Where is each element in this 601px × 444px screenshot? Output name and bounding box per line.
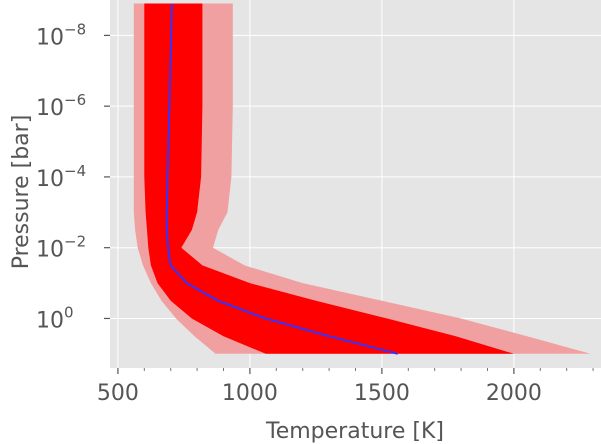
y-tick-label: 10−8 — [36, 20, 86, 50]
data-series — [133, 3, 591, 355]
median-line — [165, 3, 398, 355]
y-tick-label: 10−6 — [36, 91, 86, 121]
x-tick-label: 500 — [97, 381, 139, 406]
x-tick-label: 2000 — [486, 381, 542, 406]
inner-band — [144, 3, 514, 354]
y-axis-ticks: 10−8 10−6 10−4 10−2 100 — [36, 20, 110, 333]
y-tick-label: 10−4 — [36, 162, 86, 192]
x-tick-label: 1500 — [354, 381, 410, 406]
y-tick-label: 100 — [36, 303, 74, 333]
x-tick-label: 1000 — [222, 381, 278, 406]
y-tick-label: 10−2 — [36, 233, 86, 263]
x-axis-ticks: 500 1000 1500 2000 — [97, 368, 594, 406]
y-axis-label: Pressure [bar] — [9, 115, 34, 270]
x-axis-label: Temperature [K] — [265, 419, 444, 444]
